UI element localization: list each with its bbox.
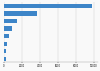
- Bar: [4, 49, 6, 53]
- Bar: [4, 34, 9, 38]
- Bar: [4, 11, 37, 16]
- Bar: [4, 57, 6, 61]
- Bar: [4, 4, 92, 8]
- Bar: [4, 42, 7, 46]
- Bar: [4, 19, 16, 23]
- Bar: [4, 26, 12, 31]
